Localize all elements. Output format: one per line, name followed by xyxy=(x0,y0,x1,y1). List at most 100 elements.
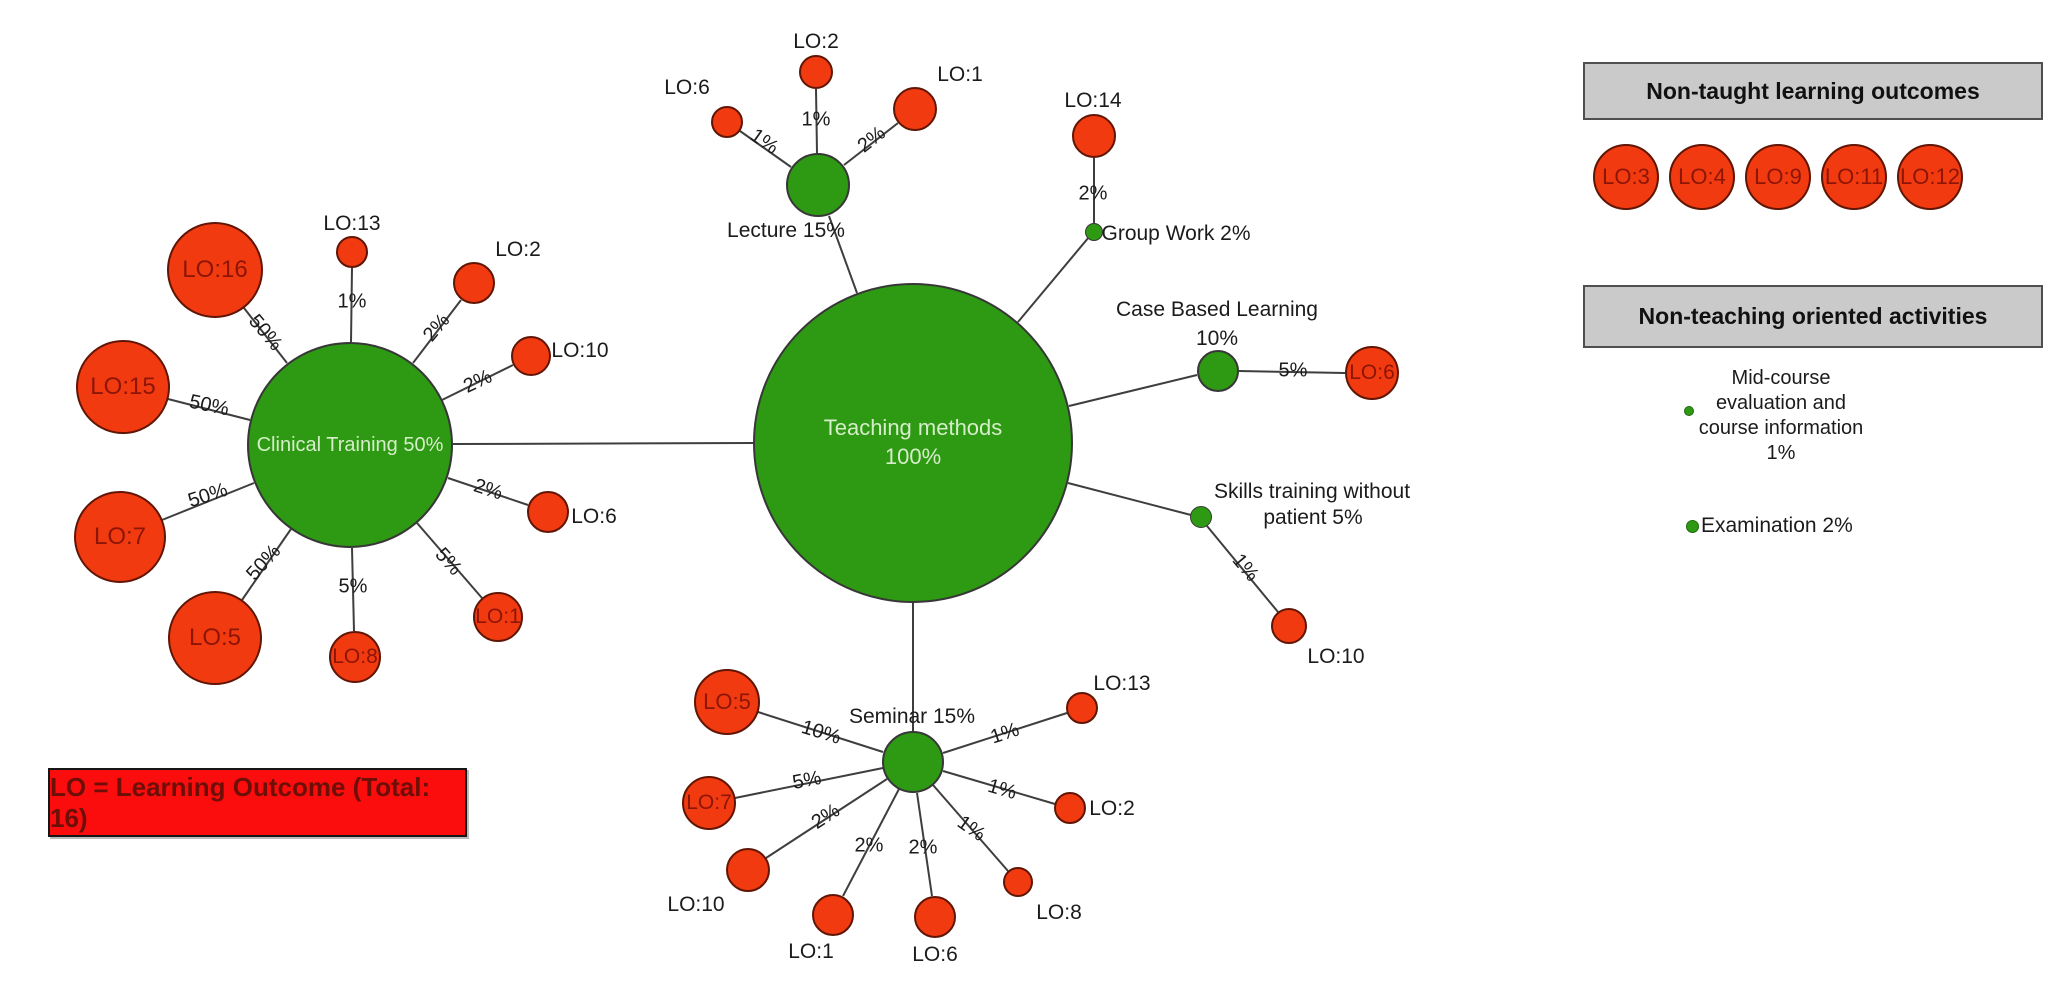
lo7-clinical-label: LO:7 xyxy=(93,523,147,551)
teaching-methods-hub-label: Teaching methods 100% xyxy=(823,415,1003,469)
non-taught-circle-lo11: LO:11 xyxy=(1821,144,1887,210)
lo6-clinical-label: LO:6 xyxy=(571,505,617,528)
lo1-lecture xyxy=(893,87,937,131)
edge-line xyxy=(757,711,884,753)
group-work-hub xyxy=(1085,223,1103,241)
lo2-seminar-label: LO:2 xyxy=(1089,797,1135,820)
edge-line xyxy=(1068,374,1198,407)
lo1-clinical-label: LO:1 xyxy=(475,605,521,629)
lo8-seminar xyxy=(1003,867,1033,897)
edge-line xyxy=(942,770,1056,805)
edge-line xyxy=(916,792,933,897)
lo5-seminar-label: LO:5 xyxy=(703,688,751,714)
midcourse-activity-label: Mid-course evaluation and course informa… xyxy=(1698,367,1864,464)
edge-line xyxy=(412,299,462,364)
lecture-title: Lecture 15% xyxy=(727,219,845,242)
lo15-clinical-label: LO:15 xyxy=(90,373,156,401)
non-taught-panel-header: Non-taught learning outcomes xyxy=(1583,62,2043,120)
lo5-seminar: LO:5 xyxy=(694,669,760,735)
lo10-skills-label: LO:10 xyxy=(1307,645,1365,668)
lo2-lecture xyxy=(799,55,833,89)
non-teaching-panel-title: Non-teaching oriented activities xyxy=(1638,303,1988,329)
edge-line xyxy=(441,364,514,401)
non-taught-circle-lo4: LO:4 xyxy=(1669,144,1735,210)
lo7-clinical: LO:7 xyxy=(74,491,166,583)
lo15-clinical: LO:15 xyxy=(76,340,170,434)
pct-lo8-clinical: 5% xyxy=(338,575,368,598)
examination-activity-item: Examination 2% xyxy=(1686,514,1853,538)
edge-line xyxy=(416,522,483,599)
skills-training-hub xyxy=(1190,506,1212,528)
lo2-clinical xyxy=(453,262,495,304)
edge-line xyxy=(452,442,754,445)
edge-line xyxy=(351,547,355,632)
edge-line xyxy=(815,88,818,154)
lo7-seminar: LO:7 xyxy=(682,776,736,830)
lo1-seminar-label: LO:1 xyxy=(788,940,834,963)
skills-title-line2: patient 5% xyxy=(1263,506,1363,529)
edge-line xyxy=(842,788,900,897)
case-based-title: Case Based Learning xyxy=(1116,298,1318,321)
non-taught-circle-lo9: LO:9 xyxy=(1745,144,1811,210)
clinical-training-hub: Clinical Training 50% xyxy=(247,342,453,548)
edge-line xyxy=(1017,236,1090,323)
edge-line xyxy=(447,477,529,506)
lo2-clinical-label: LO:2 xyxy=(495,238,541,261)
lo8-seminar-label: LO:8 xyxy=(1036,901,1082,924)
skills-title-line1: Skills training without xyxy=(1213,480,1411,503)
lecture-hub xyxy=(786,153,850,217)
edge-line xyxy=(161,482,255,521)
non-taught-panel-title: Non-taught learning outcomes xyxy=(1646,77,1980,104)
lo5-clinical: LO:5 xyxy=(168,591,262,685)
lo13-seminar xyxy=(1066,692,1098,724)
edge-line xyxy=(243,307,288,364)
lo16-clinical: LO:16 xyxy=(167,222,263,318)
legend-box: LO = Learning Outcome (Total: 16) xyxy=(48,768,467,837)
edge-line xyxy=(828,215,858,294)
lo10-seminar-label: LO:10 xyxy=(667,893,725,916)
lo5-clinical-label: LO:5 xyxy=(188,624,242,652)
pct-lo1-seminar: 2% xyxy=(854,834,884,857)
examination-activity-label: Examination 2% xyxy=(1701,514,1853,537)
lo10-clinical-label: LO:10 xyxy=(551,339,609,362)
lo1-seminar xyxy=(812,894,854,936)
edge-line xyxy=(843,122,899,166)
non-taught-circle-lo3: LO:3 xyxy=(1593,144,1659,210)
edge-line xyxy=(1238,370,1346,374)
lo6-case-based-label: LO:6 xyxy=(1349,361,1395,385)
lo8-clinical-label: LO:8 xyxy=(332,645,378,669)
lo13-clinical-label: LO:13 xyxy=(323,212,381,235)
lo1-clinical: LO:1 xyxy=(473,592,523,642)
edge-line xyxy=(350,267,353,343)
edge-line xyxy=(765,778,888,859)
lo1-lecture-label: LO:1 xyxy=(937,63,983,86)
case-based-learning-hub xyxy=(1197,350,1239,392)
lo7-seminar-label: LO:7 xyxy=(686,791,732,815)
midcourse-dot-icon xyxy=(1684,406,1694,416)
edge-line xyxy=(739,130,792,168)
edge-line xyxy=(734,767,884,799)
lo6-seminar-label: LO:6 xyxy=(912,943,958,966)
midcourse-activity-item: Mid-course evaluation and course informa… xyxy=(1650,366,1912,466)
group-work-title: Group Work 2% xyxy=(1101,222,1251,245)
lo6-case-based: LO:6 xyxy=(1345,346,1399,400)
lo6-lecture-label: LO:6 xyxy=(664,76,710,99)
seminar-hub xyxy=(882,731,944,793)
pct-lo6-case-based: 5% xyxy=(1278,359,1308,382)
lo6-lecture xyxy=(711,106,743,138)
non-taught-circle-lo12: LO:12 xyxy=(1897,144,1963,210)
lo10-skills xyxy=(1271,608,1307,644)
seminar-title: Seminar 15% xyxy=(848,705,976,728)
edge-line xyxy=(932,784,1009,872)
legend-text: LO = Learning Outcome (Total: 16) xyxy=(50,771,431,833)
lo14-group-work xyxy=(1072,114,1116,158)
edge-line xyxy=(241,528,292,601)
non-taught-circles-row: LO:3 LO:4 LO:9 LO:11 LO:12 xyxy=(1593,144,1963,210)
lo10-seminar xyxy=(726,848,770,892)
pct-lo13-clinical: 1% xyxy=(337,290,367,313)
lo16-clinical-label: LO:16 xyxy=(182,256,248,284)
lo6-clinical xyxy=(527,491,569,533)
pct-lo2-lecture: 1% xyxy=(801,108,831,131)
